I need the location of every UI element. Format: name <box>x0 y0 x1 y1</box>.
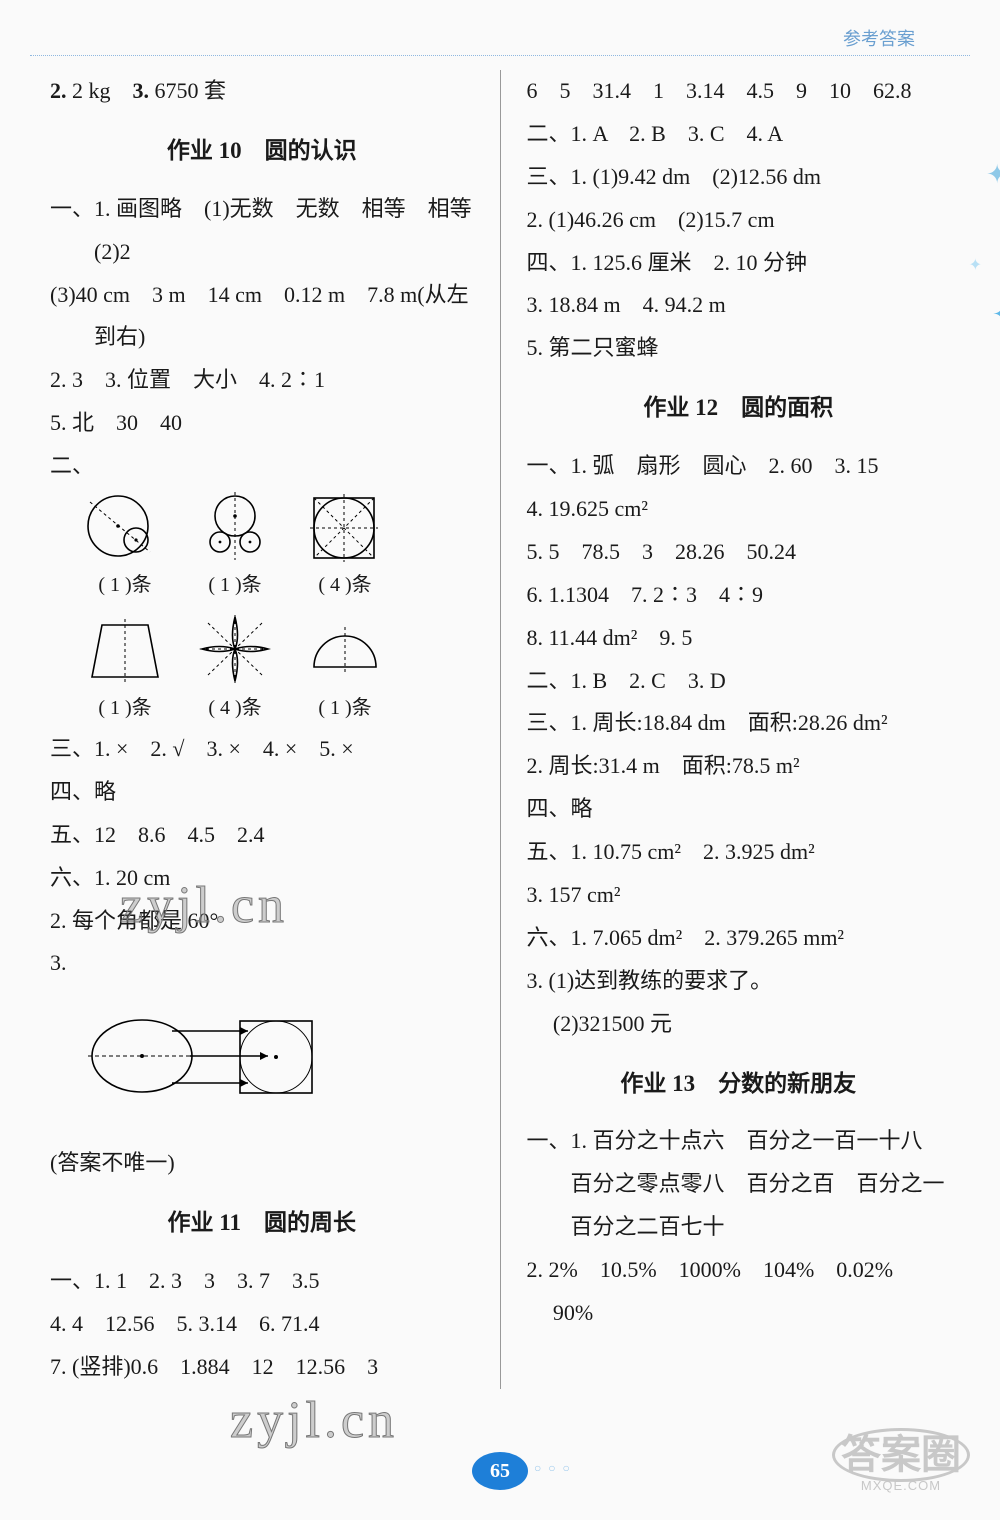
figure-label: ( 4 )条 <box>208 689 261 728</box>
answer-line: (3)40 cm 3 m 14 cm 0.12 m 7.8 m(从左到右) <box>50 274 474 360</box>
star-icon: ✦ <box>992 290 1000 341</box>
answer-line: 2. (1)46.26 cm (2)15.7 cm <box>527 199 951 242</box>
symmetry-figure-2: ( 1 )条 <box>190 488 280 605</box>
answer-line: 2. 3 3. 位置 大小 4. 2∶1 <box>50 359 474 402</box>
answer-line: 5. 5 78.5 3 28.26 50.24 <box>527 531 951 574</box>
symmetry-figure-5: ( 4 )条 <box>190 611 280 728</box>
answer-line: 5. 北 30 40 <box>50 402 474 445</box>
answer-line: 6 5 31.4 1 3.14 4.5 9 10 62.8 <box>527 70 951 113</box>
symmetry-figure-3: ( 4 )条 <box>300 488 390 605</box>
section-title-11: 作业 11 圆的周长 <box>50 1201 474 1246</box>
answer-line: 2. 2. 2 kg 3. 6750 套2 kg 3. 6750 套 <box>50 70 474 113</box>
answer-line: 四、略 <box>50 771 474 814</box>
source-watermark: 答案圈 MXQE.COM <box>832 1437 970 1498</box>
answer-line: (答案不唯一) <box>50 1142 474 1185</box>
translation-figure <box>70 991 474 1136</box>
answer-line: 五、12 8.6 4.5 2.4 <box>50 814 474 857</box>
figure-label: ( 1 )条 <box>98 566 151 605</box>
answer-line: (2)321500 元 <box>527 1003 951 1046</box>
column-divider <box>500 70 501 1389</box>
content-columns: 2. 2. 2 kg 3. 6750 套2 kg 3. 6750 套 作业 10… <box>50 70 950 1389</box>
figure-label: ( 1 )条 <box>98 689 151 728</box>
answer-line: 五、1. 10.75 cm² 2. 3.925 dm² <box>527 831 951 874</box>
answer-line: 六、1. 20 cm <box>50 857 474 900</box>
answer-line: 二、1. B 2. C 3. D <box>527 660 951 703</box>
section-title-12: 作业 12 圆的面积 <box>527 386 951 431</box>
figure-row: ( 1 )条 ( 4 )条 <box>80 611 474 728</box>
figure-label: ( 4 )条 <box>318 566 371 605</box>
figure-label: ( 1 )条 <box>318 689 371 728</box>
answer-line: 一、1. 弧 扇形 圆心 2. 60 3. 15 <box>527 445 951 488</box>
header-divider <box>30 55 970 56</box>
answer-line: 三、1. 周长:18.84 dm 面积:28.26 dm² <box>527 702 951 745</box>
answer-line: 一、1. 百分之十点六 百分之一百一十八 百分之零点零八 百分之百 百分之一 百… <box>527 1120 951 1249</box>
answer-line: 4. 19.625 cm² <box>527 488 951 531</box>
answer-line: 6. 1.1304 7. 2∶3 4∶9 <box>527 574 951 617</box>
page-number-badge: 65 <box>472 1452 528 1490</box>
answer-line: 2. 周长:31.4 m 面积:78.5 m² <box>527 745 951 788</box>
page-header: 参考答案 <box>843 22 915 57</box>
answer-line: 3. 18.84 m 4. 94.2 m <box>527 284 951 327</box>
answer-line: 一、1. 画图略 (1)无数 无数 相等 相等 (2)2 <box>50 188 474 274</box>
symmetry-figure-4: ( 1 )条 <box>80 611 170 728</box>
section-title-13: 作业 13 分数的新朋友 <box>527 1062 951 1107</box>
answer-line: 三、1. × 2. √ 3. × 4. × 5. × <box>50 728 474 771</box>
symmetry-figure-6: ( 1 )条 <box>300 611 390 728</box>
left-column: 2. 2. 2 kg 3. 6750 套2 kg 3. 6750 套 作业 10… <box>50 70 474 1389</box>
answer-line: 3. <box>50 942 474 985</box>
answer-line: 3. 157 cm² <box>527 874 951 917</box>
answer-line: 7. (竖排)0.6 1.884 12 12.56 3 <box>50 1346 474 1389</box>
answer-line: 8. 11.44 dm² 9. 5 <box>527 617 951 660</box>
figure-label: ( 1 )条 <box>208 566 261 605</box>
answer-line: 2. 2% 10.5% 1000% 104% 0.02% 90% <box>527 1249 951 1335</box>
answer-line: 4. 4 12.56 5. 3.14 6. 71.4 <box>50 1303 474 1346</box>
figure-row: ( 1 )条 ( 1 )条 <box>80 488 474 605</box>
star-icon: ✦ <box>969 250 982 281</box>
answer-line: 六、1. 7.065 dm² 2. 379.265 mm² <box>527 917 951 960</box>
symmetry-figure-1: ( 1 )条 <box>80 488 170 605</box>
section-title-10: 作业 10 圆的认识 <box>50 129 474 174</box>
answer-line: 四、略 <box>527 788 951 831</box>
answer-line: 3. (1)达到教练的要求了。 <box>527 960 951 1003</box>
section-marker: 二、 <box>50 445 474 488</box>
page-decoration: ○ ○ ○ <box>534 1457 572 1480</box>
answer-line: 一、1. 1 2. 3 3 3. 7 3.5 <box>50 1260 474 1303</box>
answer-line: 5. 第二只蜜蜂 <box>527 327 951 370</box>
answer-line: 三、1. (1)9.42 dm (2)12.56 dm <box>527 156 951 199</box>
answer-line: 四、1. 125.6 厘米 2. 10 分钟 <box>527 242 951 285</box>
answer-line: 2. 每个角都是 60° <box>50 900 474 943</box>
star-icon: ✦ <box>986 150 1000 201</box>
right-column: 6 5 31.4 1 3.14 4.5 9 10 62.8 二、1. A 2. … <box>527 70 951 1389</box>
brand-circle-icon: 答案圈 <box>832 1437 970 1473</box>
answer-line: 二、1. A 2. B 3. C 4. A <box>527 113 951 156</box>
